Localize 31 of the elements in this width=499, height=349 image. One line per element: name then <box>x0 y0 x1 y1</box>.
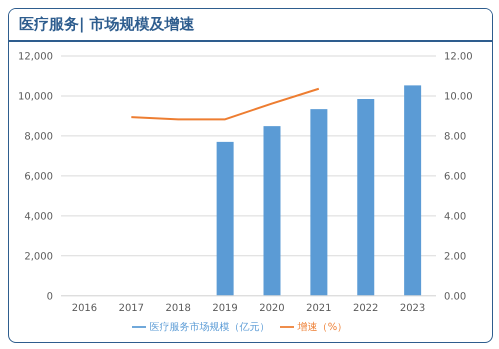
y-tick-label: 12,000 <box>18 52 53 63</box>
bar <box>404 85 422 296</box>
y-tick-label: 4,000 <box>24 211 53 222</box>
y2-tick-label: 12.00 <box>444 52 473 63</box>
bar <box>216 142 234 296</box>
y2-tick-label: 10.00 <box>444 92 473 103</box>
legend-label: 医疗服务市场规模（亿元） <box>150 322 270 333</box>
x-tick-label: 2017 <box>118 302 144 314</box>
y2-tick-label: 0.00 <box>444 291 466 302</box>
y2-tick-label: 8.00 <box>444 131 466 142</box>
y-tick-label: 6,000 <box>24 171 53 182</box>
chart-title: 医疗服务| 市场规模及增速 <box>9 9 492 42</box>
y2-tick-label: 2.00 <box>444 251 466 262</box>
x-tick-label: 2022 <box>352 302 378 314</box>
y2-tick-label: 4.00 <box>444 211 466 222</box>
line-series <box>130 88 320 120</box>
x-tick-label: 2018 <box>165 302 191 314</box>
x-tick-label: 2016 <box>72 302 98 314</box>
x-tick-label: 2023 <box>400 302 426 314</box>
legend-label: 增速（%） <box>298 322 348 333</box>
x-tick-label: 2020 <box>259 302 285 314</box>
y-tick-label: 0 <box>46 291 53 302</box>
bar <box>264 126 280 296</box>
bar <box>357 98 374 296</box>
bar <box>310 109 328 296</box>
y-tick-label: 2,000 <box>24 251 53 262</box>
y-tick-label: 10,000 <box>18 92 53 103</box>
x-tick-label: 2021 <box>306 302 332 314</box>
x-tick-label: 2019 <box>212 302 238 314</box>
y2-tick-label: 6.00 <box>444 171 466 182</box>
y-tick-label: 8,000 <box>24 131 53 142</box>
